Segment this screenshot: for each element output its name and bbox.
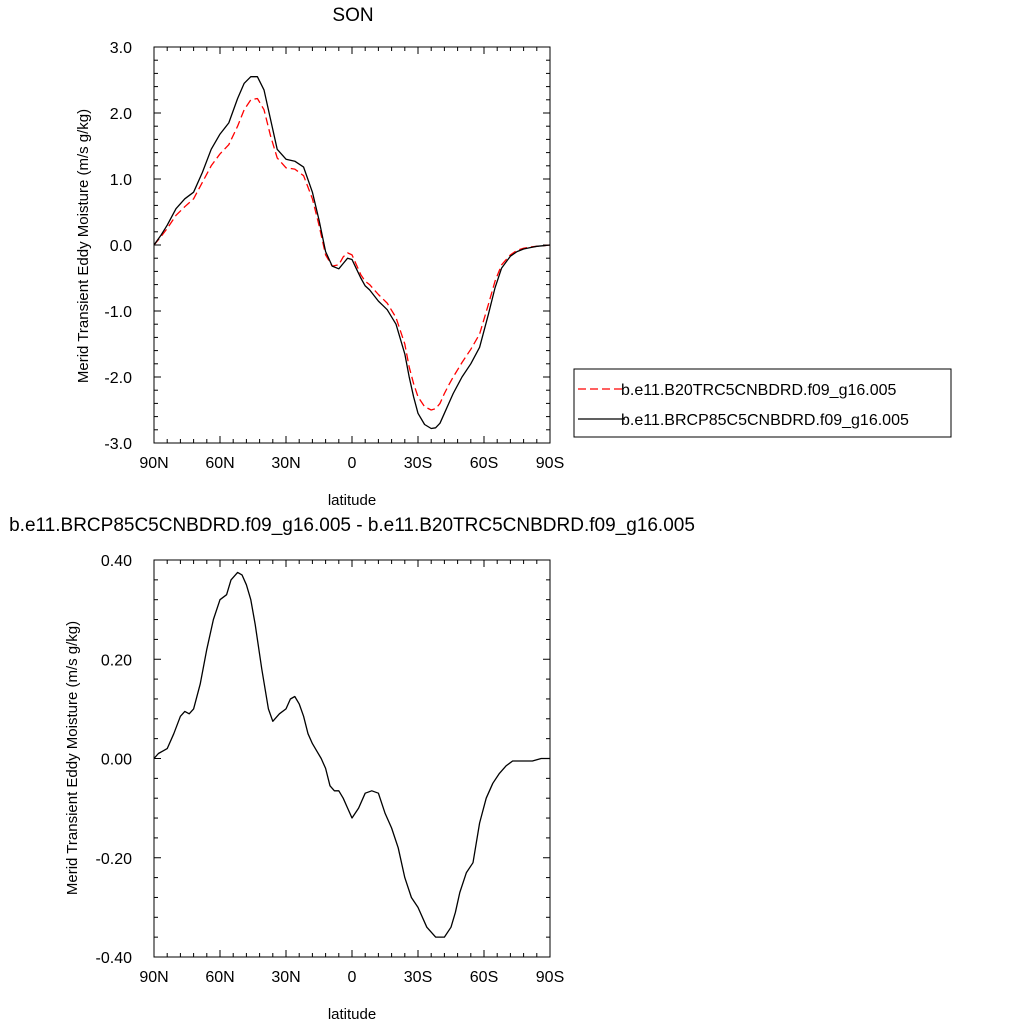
y-tick-label: 0.20 [101,652,132,669]
top-chart-series [153,76,551,430]
legend-label-0: b.e11.B20TRC5CNBDRD.f09_g16.005 [621,382,897,399]
top-chart-ticks: 90N 60N 30N 0 30S 60S 90S -3.0 -2.0 -1.0 0.0 1.0 2.0… [104,40,564,472]
bottom-chart-frame [153,559,551,958]
y-tick-label: 1.0 [110,172,132,189]
x-tick-label: 60N [205,455,234,472]
x-tick-label: 60S [470,455,498,472]
top-chart-frame [153,46,551,444]
y-tick-label: 0.00 [101,752,132,769]
top-chart-panel: SON Merid Transient Eddy Moisture (m/s g… [75,5,952,509]
y-tick-label: -1.0 [104,304,132,321]
bottom-chart-xlabel: latitude [328,1006,376,1023]
x-tick-label: 30S [404,455,432,472]
top-chart-title: SON [332,5,373,26]
bottom-chart-ticks: 90N 60N 30N 0 30S 60S 90S -0.40 -0.20 0.00 0.20 0.4… [96,553,565,986]
x-tick-label: 60S [470,969,498,986]
x-tick-label: 0 [348,455,357,472]
x-tick-label: 60N [205,969,234,986]
bottom-series-line-0 [153,571,550,938]
y-tick-label: 3.0 [110,40,132,57]
x-tick-label: 30N [271,455,300,472]
top-chart-ylabel: Merid Transient Eddy Moisture (m/s g/kg) [75,109,92,383]
x-tick-label: 90N [139,455,168,472]
y-tick-label: -3.0 [104,436,132,453]
x-tick-label: 90S [536,455,564,472]
bottom-chart-series [153,571,550,938]
legend-box [573,368,952,438]
top-series-line-0 [153,97,551,411]
top-series-line-1 [153,76,551,430]
y-tick-label: 2.0 [110,106,132,123]
top-chart-xlabel: latitude [328,492,376,509]
bottom-chart-panel: b.e11.BRCP85C5CNBDRD.f09_g16.005 - b.e11… [9,515,695,1023]
legend-label-1: b.e11.BRCP85C5CNBDRD.f09_g16.005 [621,412,909,429]
y-tick-label: 0.0 [110,238,132,255]
x-tick-label: 90S [536,969,564,986]
y-tick-label: -0.20 [96,851,133,868]
bottom-chart-title: b.e11.BRCP85C5CNBDRD.f09_g16.005 - b.e11… [9,515,695,536]
x-tick-label: 30S [404,969,432,986]
bottom-chart-ylabel: Merid Transient Eddy Moisture (m/s g/kg) [64,621,81,895]
y-tick-label: -2.0 [104,370,132,387]
x-tick-label: 0 [348,969,357,986]
legend: b.e11.B20TRC5CNBDRD.f09_g16.005 b.e11.BR… [573,368,952,438]
x-tick-label: 90N [139,969,168,986]
y-tick-label: -0.40 [96,950,133,967]
y-tick-label: 0.40 [101,553,132,570]
x-tick-label: 30N [271,969,300,986]
